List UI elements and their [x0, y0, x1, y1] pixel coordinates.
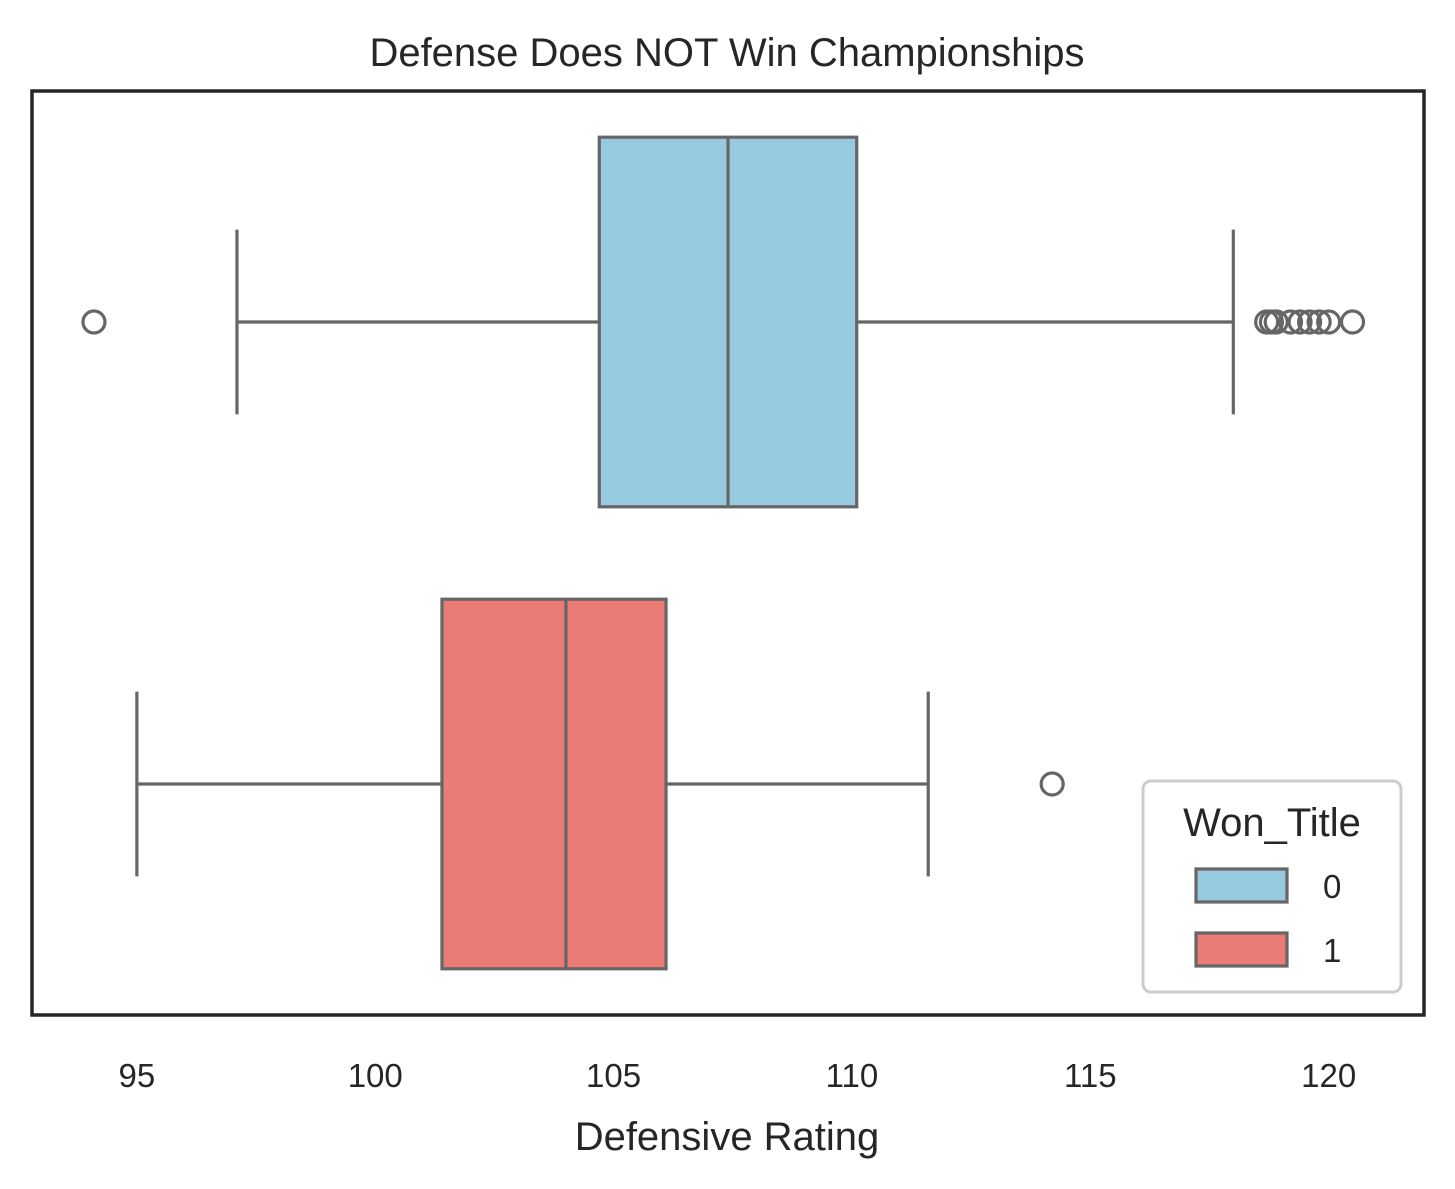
- box-group-1: [135, 597, 1065, 971]
- legend: Won_Title 0 1: [1141, 779, 1403, 994]
- legend-label-1: 1: [1323, 932, 1341, 969]
- outlier-0-4: [1277, 309, 1304, 335]
- outlier-0-6: [1296, 309, 1323, 335]
- outlier-0-5: [1287, 309, 1313, 335]
- legend-swatch-0: [1194, 867, 1289, 904]
- box-group-0: [81, 135, 1366, 509]
- legend-title: Won_Title: [1183, 801, 1361, 845]
- outlier-0-3: [1263, 309, 1289, 335]
- outlier-0-0: [81, 309, 107, 335]
- x-tick-label-120: 120: [1301, 1057, 1356, 1094]
- outlier-0-9: [1339, 309, 1366, 335]
- x-tick-label-110: 110: [826, 1057, 879, 1094]
- legend-label-0: 0: [1323, 868, 1341, 905]
- box-1: [440, 597, 668, 971]
- outlier-1-0: [1039, 771, 1065, 797]
- legend-swatch-1: [1194, 931, 1289, 968]
- plot-frame: [30, 89, 1426, 1017]
- chart-title: Defense Does NOT Win Championships: [369, 31, 1084, 75]
- x-tick-label-100: 100: [348, 1057, 403, 1094]
- outlier-0-7: [1306, 309, 1332, 335]
- outlier-0-8: [1316, 309, 1342, 335]
- plot-area: [30, 89, 1426, 1017]
- x-tick-label-115: 115: [1064, 1057, 1117, 1094]
- x-axis-label: Defensive Rating: [575, 1115, 880, 1159]
- x-tick-label-95: 95: [119, 1057, 156, 1094]
- x-axis-ticks: 95 100 105 110 115 120: [119, 1057, 1357, 1094]
- x-tick-label-105: 105: [586, 1057, 641, 1094]
